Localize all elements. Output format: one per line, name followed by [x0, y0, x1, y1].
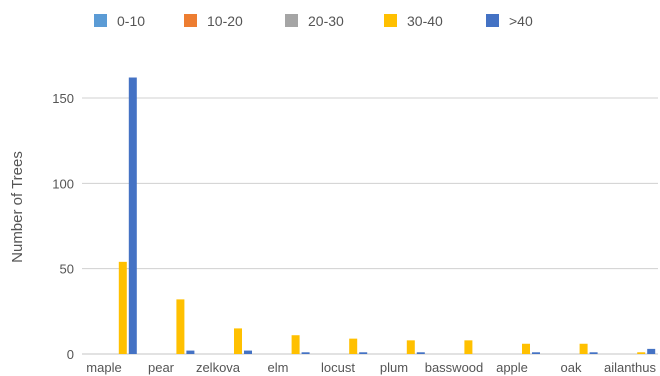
- bar: [406, 340, 415, 354]
- y-tick-label: 0: [67, 347, 74, 362]
- x-tick-label: ailanthus: [604, 360, 657, 375]
- y-tick-label: 150: [52, 91, 74, 106]
- x-tick-label: elm: [268, 360, 289, 375]
- bar: [579, 343, 588, 354]
- y-tick-label: 50: [60, 262, 74, 277]
- legend-label: 20-30: [308, 13, 344, 29]
- bar: [349, 338, 358, 354]
- bar: [186, 350, 195, 354]
- x-tick-label: pear: [148, 360, 175, 375]
- y-axis-title: Number of Trees: [9, 151, 26, 263]
- gridlines: [82, 97, 658, 355]
- bar: [532, 352, 540, 354]
- bar: [128, 77, 137, 355]
- legend-swatch: [285, 14, 298, 27]
- legend-label: 0-10: [117, 13, 145, 29]
- bar: [637, 352, 646, 354]
- bar: [464, 340, 473, 354]
- x-tick-label: plum: [380, 360, 408, 375]
- bar: [234, 328, 242, 354]
- bar: [647, 348, 656, 354]
- legend-label: 10-20: [207, 13, 243, 29]
- bar: [416, 352, 425, 354]
- x-tick-label: apple: [496, 360, 528, 375]
- legend-swatch: [184, 14, 197, 27]
- bar: [244, 350, 252, 354]
- legend-swatch: [384, 14, 397, 27]
- legend-swatch: [94, 14, 107, 27]
- legend: 0-10 10-20 20-30 30-40 >40: [94, 13, 533, 29]
- y-tick-label: 100: [52, 176, 74, 191]
- bar: [589, 352, 598, 354]
- legend-swatch: [486, 14, 499, 27]
- y-axis-ticks: 0 50 100 150: [52, 91, 74, 362]
- bar: [118, 261, 127, 354]
- x-tick-label: basswood: [425, 360, 484, 375]
- bar: [291, 335, 300, 354]
- x-tick-label: oak: [561, 360, 582, 375]
- bar: [359, 352, 368, 354]
- bars: [118, 77, 656, 355]
- x-tick-label: zelkova: [196, 360, 241, 375]
- bar: [301, 352, 310, 354]
- legend-label: >40: [509, 13, 533, 29]
- legend-label: 30-40: [407, 13, 443, 29]
- bar: [176, 299, 185, 354]
- x-tick-label: locust: [321, 360, 355, 375]
- x-tick-label: maple: [86, 360, 121, 375]
- x-axis-ticks: maple pear zelkova elm locust plum basswood app…: [86, 360, 656, 375]
- bar: [522, 343, 530, 354]
